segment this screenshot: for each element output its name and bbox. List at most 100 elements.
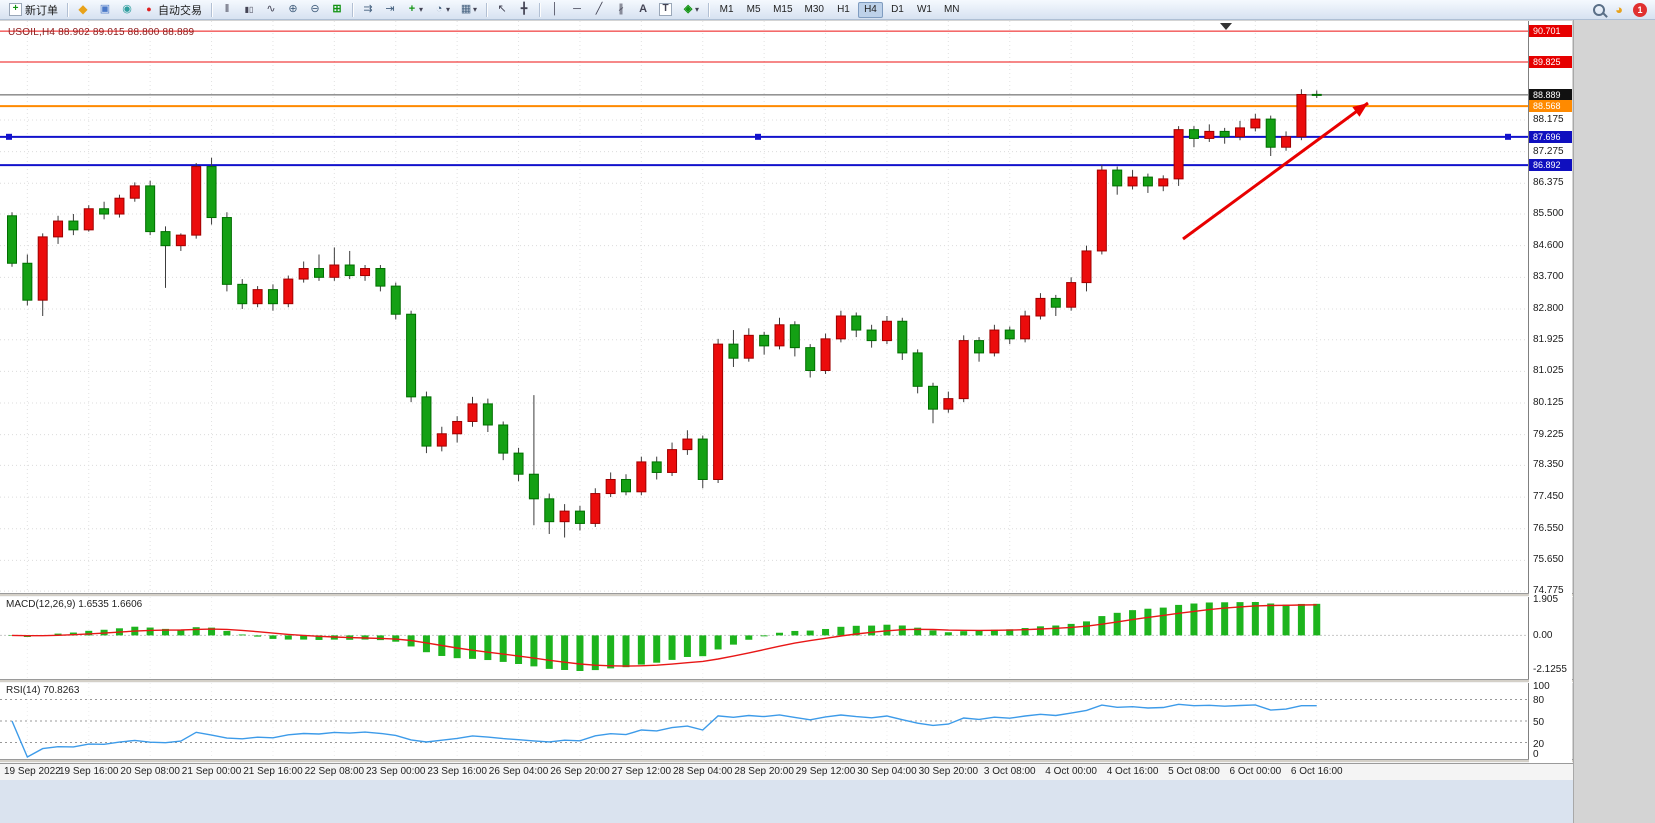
candle-body bbox=[958, 340, 969, 400]
candle-body bbox=[667, 449, 678, 473]
auto-scroll-button[interactable]: ⇉ bbox=[358, 1, 378, 18]
panel-splitter[interactable] bbox=[0, 593, 1573, 597]
timeframe-button-m30[interactable]: M30 bbox=[800, 2, 829, 18]
crosshair-button[interactable]: ╋ bbox=[514, 1, 534, 18]
candle-body bbox=[851, 315, 862, 331]
toolbox-button[interactable]: ◉ bbox=[117, 1, 137, 18]
rsi-axis-label: 100 bbox=[1533, 681, 1550, 692]
trend-arrow[interactable] bbox=[1182, 101, 1369, 241]
label-tool-button[interactable]: T bbox=[655, 1, 676, 18]
macd-histogram-bar bbox=[944, 632, 952, 636]
periods-button[interactable]: ◔ ▾ bbox=[429, 1, 454, 18]
timeframe-button-h1[interactable]: H1 bbox=[831, 2, 856, 18]
macd-histogram-bar bbox=[990, 629, 998, 636]
timeframe-button-m5[interactable]: M5 bbox=[741, 2, 766, 18]
horizontal-line-icon: ─ bbox=[573, 3, 581, 15]
shapes-button[interactable]: ◈ ▾ bbox=[678, 1, 703, 18]
macd-histogram-bar bbox=[1098, 616, 1106, 636]
price-badge: 88.889 bbox=[1529, 88, 1572, 101]
macd-histogram-bar bbox=[898, 625, 906, 636]
candle-body bbox=[743, 334, 754, 359]
candle-body bbox=[1004, 329, 1015, 340]
toolbar-separator bbox=[486, 2, 488, 17]
horizontal-line-button[interactable]: ─ bbox=[567, 1, 587, 18]
autotrading-button[interactable]: ● 自动交易 bbox=[139, 1, 206, 18]
templates-button[interactable]: ▦ ▾ bbox=[456, 1, 481, 18]
notification-badge[interactable]: 1 bbox=[1633, 2, 1647, 17]
time-axis-label: 30 Sep 04:00 bbox=[857, 766, 917, 777]
candlestick-chart-button[interactable]: ▮▯ bbox=[239, 1, 259, 18]
candle-body bbox=[129, 185, 140, 199]
timeframe-button-mn[interactable]: MN bbox=[939, 2, 965, 18]
macd-histogram-bar bbox=[683, 635, 691, 657]
vertical-line-button[interactable]: │ bbox=[545, 1, 565, 18]
timeframe-button-d1[interactable]: D1 bbox=[885, 2, 910, 18]
navigator-button[interactable]: ▣ bbox=[95, 1, 115, 18]
dropdown-arrow-icon: ▾ bbox=[419, 5, 424, 14]
candle-body bbox=[974, 340, 985, 354]
time-axis-label: 4 Oct 16:00 bbox=[1106, 766, 1159, 777]
candle-body bbox=[513, 452, 524, 475]
periods-icon: ◔ bbox=[435, 3, 443, 15]
candle-body bbox=[805, 347, 816, 371]
macd-histogram-bar bbox=[822, 628, 830, 636]
line-handle[interactable] bbox=[6, 133, 12, 140]
channel-button[interactable]: ∦ bbox=[611, 1, 631, 18]
bar-chart-button[interactable]: ‖ bbox=[217, 1, 237, 18]
price-axis[interactable]: 88.175 87.275 86.375 85.500 84.600 83.700 82.8… bbox=[1529, 21, 1572, 763]
chart-shift-marker-icon[interactable] bbox=[1220, 23, 1232, 30]
timeframe-button-w1[interactable]: W1 bbox=[912, 2, 937, 18]
macd-histogram-bar bbox=[1159, 607, 1167, 636]
time-axis[interactable]: 19 Sep 2022 19 Sep 16:00 20 Sep 08:00 21 Se… bbox=[0, 763, 1573, 780]
candle-body bbox=[728, 343, 739, 359]
macd-histogram-bar bbox=[1144, 608, 1152, 636]
time-axis-label: 26 Sep 04:00 bbox=[488, 766, 549, 777]
price-chart[interactable]: USOIL,H4 88.902 89.015 88.800 88.889 bbox=[0, 21, 1529, 593]
zoom-out-button[interactable]: ⊖ bbox=[305, 1, 325, 18]
candle-body bbox=[1311, 93, 1322, 96]
tile-windows-button[interactable]: ⊞ bbox=[327, 1, 347, 18]
price-axis-label: 79.225 bbox=[1533, 428, 1564, 440]
line-handle[interactable] bbox=[755, 133, 761, 140]
price-axis-label: 75.650 bbox=[1533, 554, 1564, 566]
candle-body bbox=[621, 478, 631, 493]
rsi-panel[interactable]: RSI(14) 70.8263 bbox=[0, 683, 1529, 759]
candle-body bbox=[1127, 176, 1138, 187]
line-chart-button[interactable]: ∿ bbox=[261, 1, 281, 18]
timeframe-button-m15[interactable]: M15 bbox=[768, 2, 797, 18]
macd-histogram-bar bbox=[177, 629, 185, 636]
candle-body bbox=[682, 438, 693, 451]
candle-body bbox=[37, 236, 48, 301]
candle-body bbox=[99, 208, 110, 215]
macd-histogram-bar bbox=[499, 635, 507, 662]
new-order-button[interactable]: + 新订单 bbox=[5, 1, 62, 18]
macd-histogram-bar bbox=[760, 635, 768, 637]
text-tool-button[interactable]: A bbox=[633, 1, 653, 18]
community-icon[interactable]: ◕ bbox=[1615, 2, 1623, 17]
cursor-button[interactable]: ↖ bbox=[492, 1, 512, 18]
market-watch-button[interactable]: ◆ bbox=[73, 1, 93, 18]
indicators-button[interactable]: + ▾ bbox=[402, 1, 427, 18]
zoom-in-button[interactable]: ⊕ bbox=[283, 1, 303, 18]
price-axis-label: 80.125 bbox=[1533, 397, 1564, 408]
macd-histogram-bar bbox=[284, 635, 292, 640]
macd-histogram-bar bbox=[883, 624, 891, 636]
rsi-axis-label: 50 bbox=[1533, 717, 1545, 728]
timeframe-button-h4[interactable]: H4 bbox=[857, 1, 883, 18]
candle-body bbox=[989, 329, 1000, 354]
timeframe-button-m1[interactable]: M1 bbox=[714, 2, 739, 18]
price-axis-label: 77.450 bbox=[1533, 491, 1564, 503]
panel-splitter[interactable] bbox=[0, 759, 1573, 763]
macd-histogram-bar bbox=[162, 628, 169, 636]
candle-body bbox=[1050, 297, 1061, 308]
trendline-button[interactable]: ╱ bbox=[589, 1, 609, 18]
line-handle[interactable] bbox=[1505, 133, 1511, 140]
candle-body bbox=[160, 231, 171, 247]
search-icon[interactable] bbox=[1593, 3, 1605, 16]
macd-panel[interactable]: MACD(12,26,9) 1.6535 1.6606 bbox=[0, 597, 1529, 679]
toolbar-separator bbox=[708, 2, 710, 17]
chart-shift-button[interactable]: ⇥ bbox=[380, 1, 400, 18]
panel-splitter[interactable] bbox=[0, 679, 1573, 683]
time-axis-label: 23 Sep 16:00 bbox=[427, 766, 487, 777]
candle-body bbox=[314, 268, 324, 278]
